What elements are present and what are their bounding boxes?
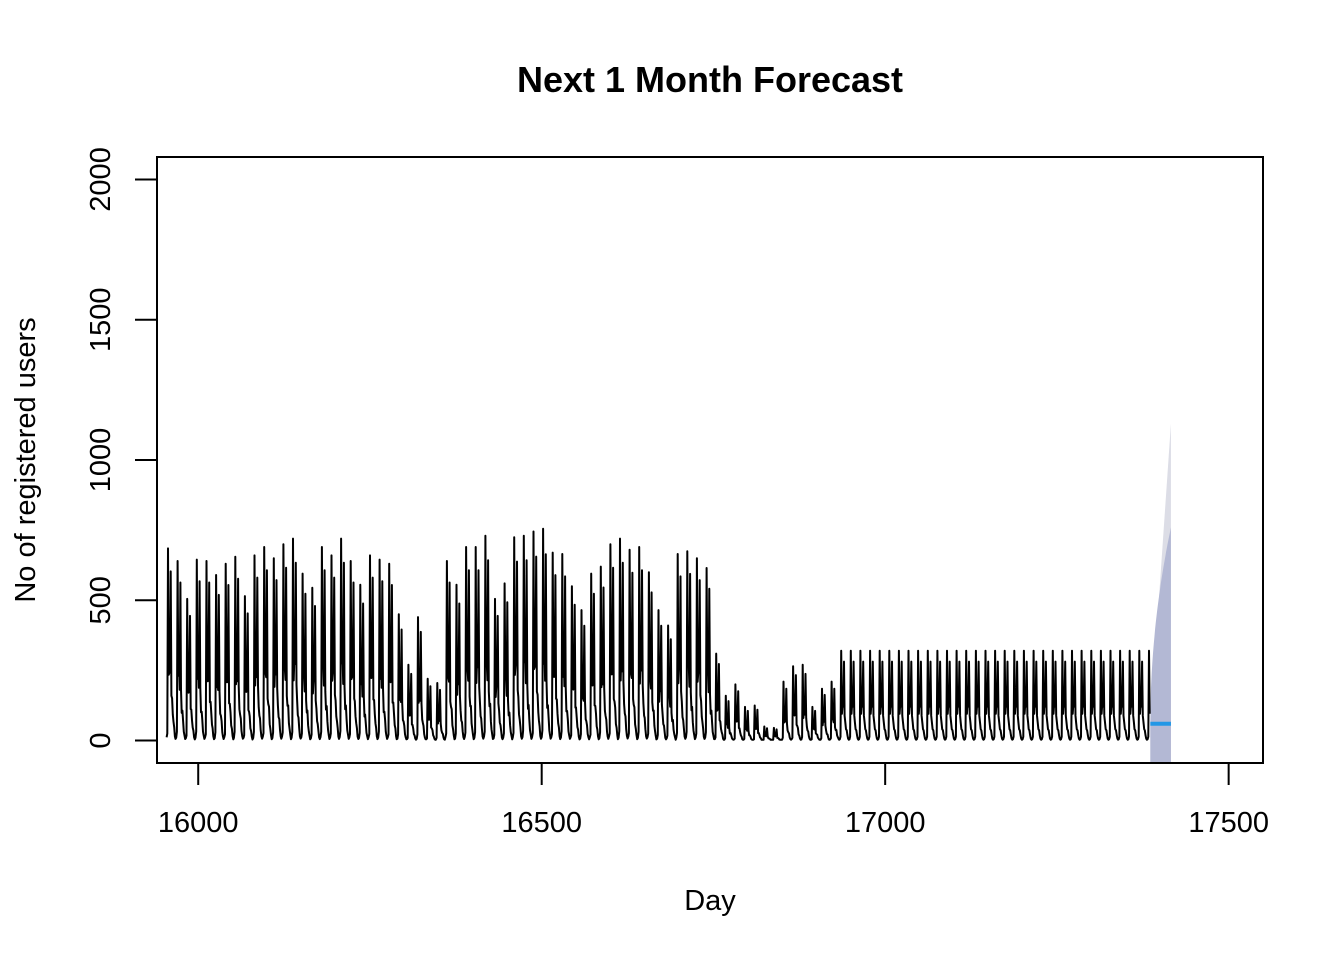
y-tick-label: 1000 [85,428,117,493]
y-tick-label: 1500 [85,287,117,352]
y-tick-label: 2000 [85,147,117,212]
observed-series-line [165,527,1151,741]
x-axis: 16000 16500 17000 17500 [158,762,1269,839]
interval-80-band [1150,527,1171,763]
y-axis: 0 500 1000 1500 2000 [85,147,158,749]
x-tick-label: 17500 [1188,807,1269,839]
y-axis-label: No of registered users [10,317,42,602]
x-axis-label: Day [684,885,736,917]
x-tick-label: 17000 [845,807,926,839]
x-tick-label: 16500 [501,807,582,839]
x-tick-label: 16000 [158,807,239,839]
y-tick-label: 0 [85,732,117,748]
chart-title: Next 1 Month Forecast [517,59,903,100]
y-tick-label: 500 [85,576,117,624]
plot-area [165,527,1171,741]
prediction-intervals [1150,423,1171,763]
